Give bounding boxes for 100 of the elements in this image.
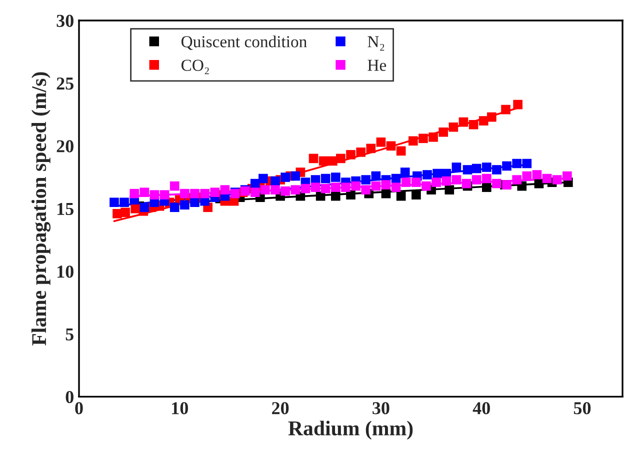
legend-label: He xyxy=(368,60,386,71)
point xyxy=(452,175,462,184)
point xyxy=(472,164,482,174)
point xyxy=(478,116,488,126)
point xyxy=(170,202,180,212)
y-axis-title: Flame propagation speed (m/s) xyxy=(31,72,51,346)
point xyxy=(300,184,310,194)
x-tick-label: 40 xyxy=(472,402,490,414)
point xyxy=(308,154,318,164)
point xyxy=(438,127,448,137)
point xyxy=(562,171,572,181)
point xyxy=(412,190,421,200)
point xyxy=(250,188,260,197)
x-tick-label: 30 xyxy=(372,402,390,414)
point xyxy=(320,174,330,184)
x-tick-label: 0 xyxy=(75,402,83,414)
point xyxy=(408,136,418,146)
point xyxy=(351,181,360,191)
point xyxy=(120,198,129,208)
point xyxy=(462,178,472,188)
point xyxy=(140,188,150,197)
point xyxy=(400,168,410,177)
point xyxy=(448,122,458,132)
point xyxy=(396,191,406,201)
point xyxy=(452,162,462,172)
point xyxy=(170,181,180,191)
point xyxy=(482,182,492,192)
x-tick-label: 50 xyxy=(574,402,591,414)
y-tick-label: 10 xyxy=(58,266,74,278)
point xyxy=(418,134,428,144)
point xyxy=(346,150,356,160)
point xyxy=(336,154,346,164)
point xyxy=(258,174,268,184)
point xyxy=(140,202,150,212)
point xyxy=(331,191,340,201)
point xyxy=(412,178,421,187)
point xyxy=(366,144,376,154)
y-tick-label: 20 xyxy=(56,140,74,152)
point xyxy=(318,156,328,166)
legend-label: CO₂ xyxy=(182,60,209,74)
point xyxy=(512,158,522,168)
point xyxy=(180,200,190,210)
point xyxy=(190,188,200,198)
point xyxy=(130,204,140,214)
point xyxy=(522,171,532,181)
point xyxy=(487,112,496,122)
point xyxy=(492,165,502,174)
point xyxy=(492,178,502,188)
point xyxy=(320,184,330,194)
point xyxy=(190,198,200,208)
point xyxy=(341,182,350,192)
point xyxy=(160,190,170,200)
point xyxy=(472,175,482,184)
point xyxy=(310,182,320,192)
point xyxy=(501,104,510,114)
point xyxy=(513,100,522,110)
y-tick-label: 25 xyxy=(56,78,74,90)
point xyxy=(422,181,431,191)
point xyxy=(396,146,406,156)
point xyxy=(482,174,492,184)
point xyxy=(280,186,290,196)
point xyxy=(331,182,340,192)
point xyxy=(502,161,512,171)
point xyxy=(346,190,356,200)
point xyxy=(371,171,381,181)
point xyxy=(381,180,391,190)
point xyxy=(280,172,290,182)
legend-label: N₂ xyxy=(368,36,384,51)
point xyxy=(331,172,340,182)
point xyxy=(371,181,381,191)
point xyxy=(462,165,472,174)
legend-label: Quiscent condition xyxy=(182,36,307,50)
point xyxy=(150,190,160,200)
point xyxy=(428,132,438,142)
point xyxy=(220,185,230,194)
point xyxy=(532,170,542,180)
point xyxy=(270,185,280,194)
point xyxy=(468,120,478,130)
point xyxy=(200,188,210,198)
point xyxy=(290,185,300,194)
point xyxy=(356,148,366,157)
point xyxy=(120,208,130,218)
point xyxy=(361,175,371,184)
point xyxy=(482,162,492,172)
point xyxy=(444,185,454,194)
point xyxy=(512,175,522,184)
point xyxy=(458,117,468,127)
x-tick-label: 20 xyxy=(272,402,289,414)
point xyxy=(422,170,432,180)
point xyxy=(110,198,119,208)
point xyxy=(542,174,552,184)
y-tick-label: 15 xyxy=(58,202,74,216)
point xyxy=(401,178,411,187)
x-axis-title: Radium (mm) xyxy=(288,420,413,440)
y-tick-label: 5 xyxy=(66,328,74,340)
point xyxy=(130,188,140,198)
point xyxy=(552,175,562,184)
point xyxy=(270,176,280,186)
x-tick-label: 10 xyxy=(172,402,188,414)
point xyxy=(391,182,401,192)
